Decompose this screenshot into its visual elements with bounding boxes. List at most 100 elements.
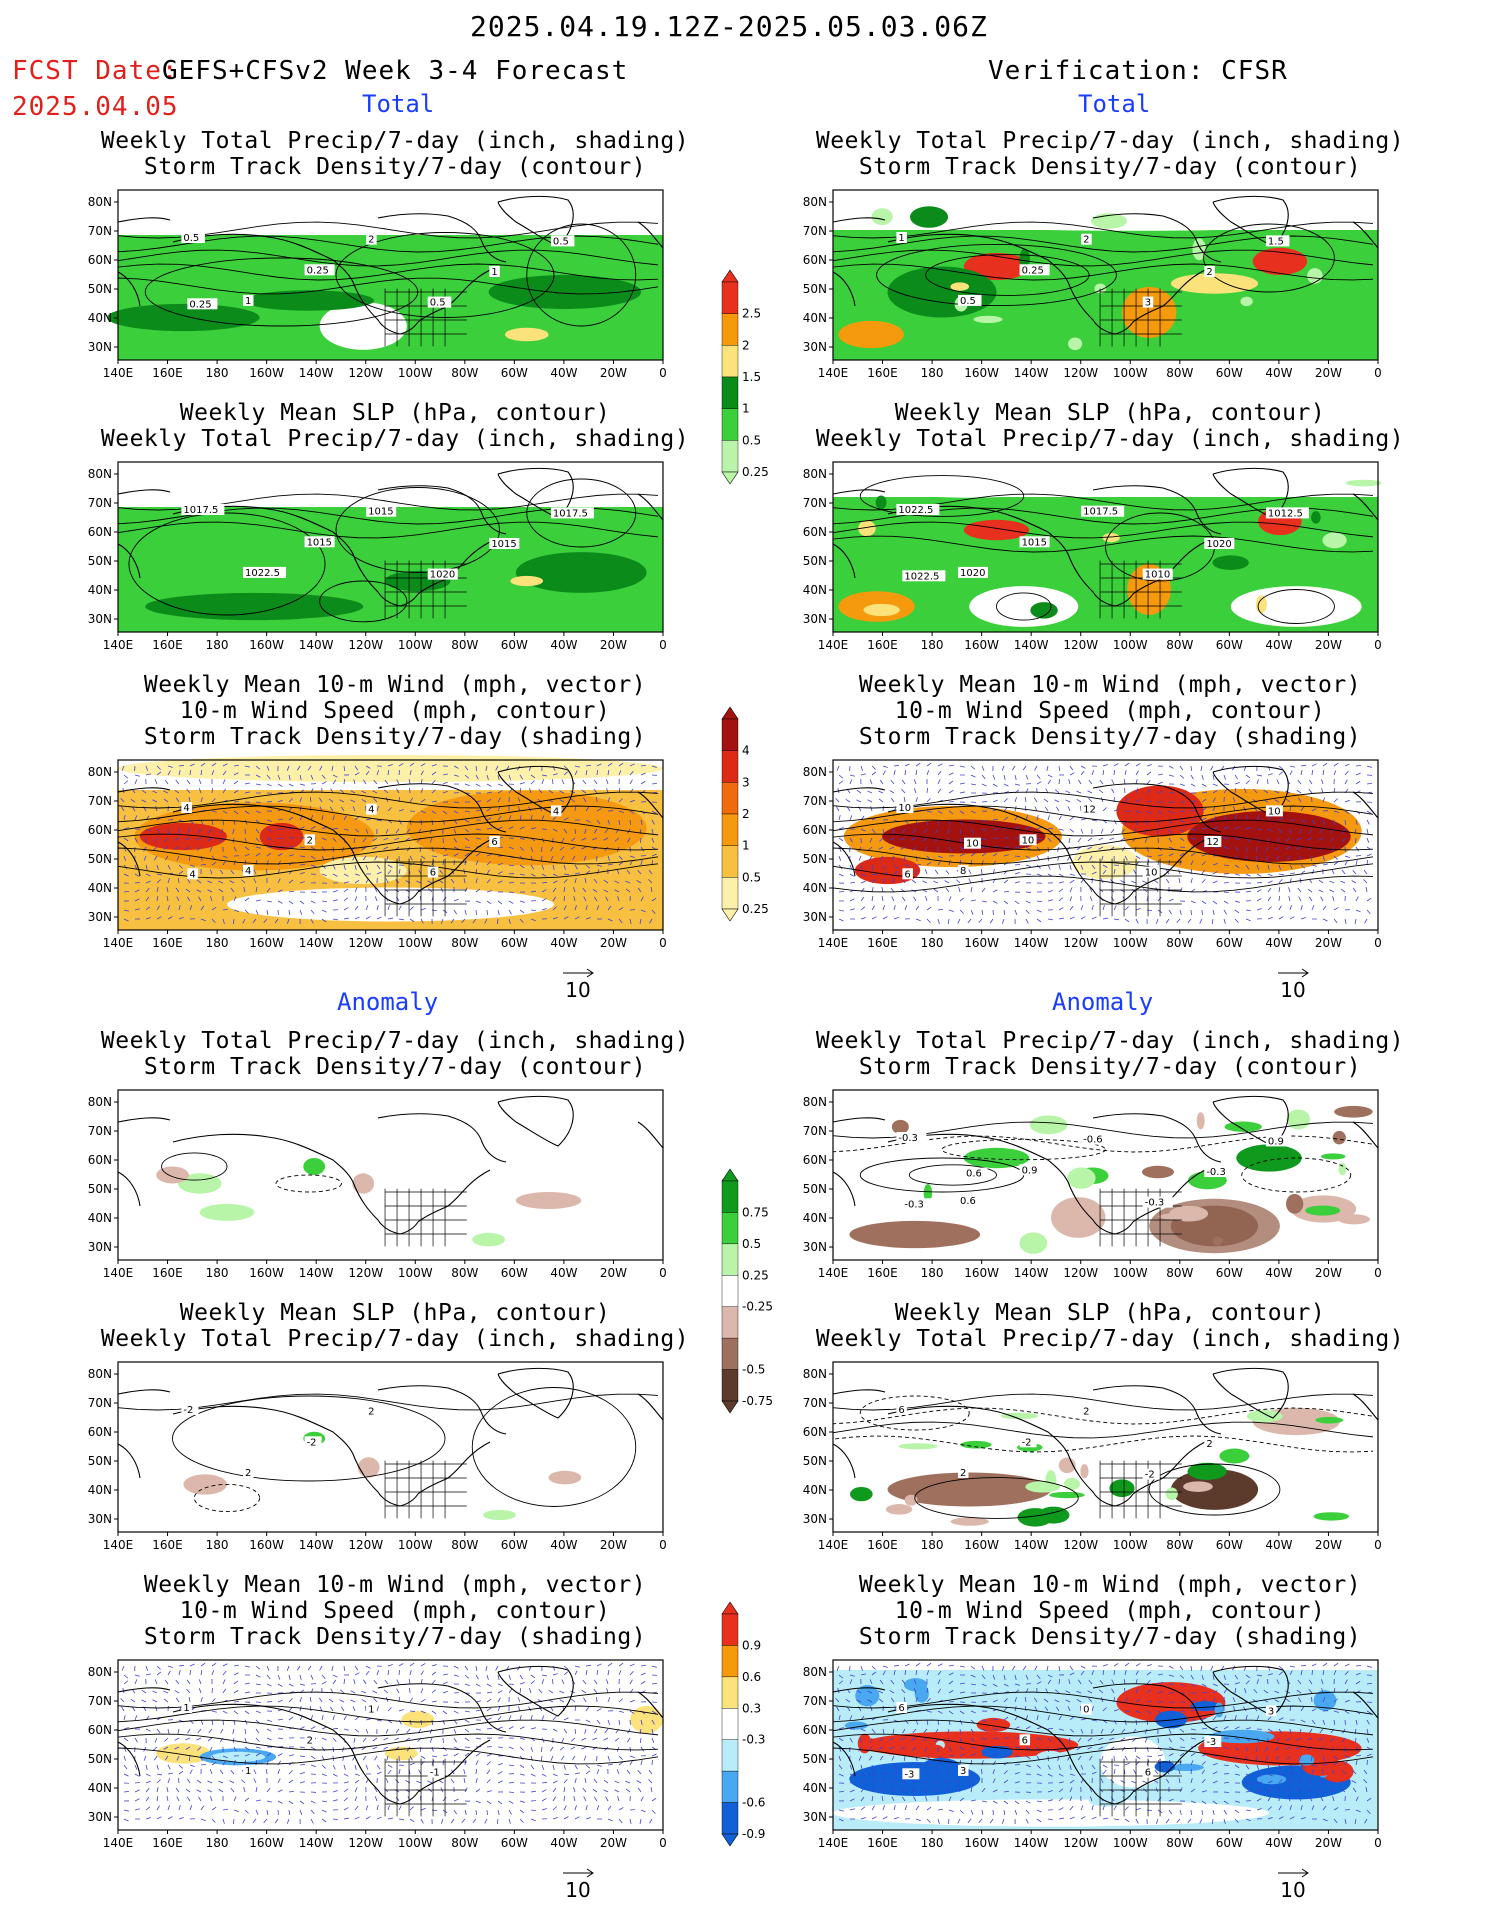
contour-label: 6	[1022, 1735, 1028, 1746]
shading-blob	[134, 802, 375, 871]
contour-label: 4	[368, 805, 374, 816]
lon-label: 20W	[1315, 1836, 1342, 1850]
shading-blob	[1334, 1105, 1373, 1118]
shading-blob	[972, 1792, 1004, 1800]
lat-label: 40N	[803, 583, 827, 597]
lon-label: 40W	[550, 936, 577, 950]
contour-label: 1	[245, 1766, 251, 1777]
shading-blob	[1088, 1794, 1125, 1807]
lon-label: 20W	[600, 638, 627, 652]
lon-label: 140E	[818, 1538, 849, 1552]
lat-label: 70N	[88, 1396, 112, 1410]
colorbar-label: 0.25	[742, 465, 769, 479]
shading-blob	[210, 1751, 266, 1762]
lon-label: 180	[921, 936, 944, 950]
lat-label: 50N	[803, 282, 827, 296]
lat-label: 60N	[88, 1425, 112, 1439]
contour-label: -0.3	[904, 1199, 924, 1210]
lon-label: 120W	[1063, 1538, 1098, 1552]
lon-label: 40W	[1265, 936, 1292, 950]
contour-label: 1	[368, 1705, 374, 1716]
lon-label: 80W	[1166, 638, 1193, 652]
colorbar-label: -0.5	[742, 1363, 765, 1377]
shading-blob	[1224, 1121, 1262, 1132]
lat-label: 50N	[803, 1752, 827, 1766]
contour-label: 2	[960, 1468, 966, 1479]
contour-label: -1	[430, 1768, 440, 1779]
lat-label: 70N	[803, 1124, 827, 1138]
shading-blob	[898, 1443, 938, 1450]
section-total-left: Total	[362, 90, 435, 118]
lat-label: 50N	[88, 1182, 112, 1196]
colorbar-segment	[721, 813, 739, 846]
shading-blob	[483, 1509, 516, 1521]
contour-label: 1	[183, 1703, 189, 1714]
colorbar-segment	[721, 1739, 739, 1772]
lat-label: 50N	[88, 1752, 112, 1766]
lon-label: 60W	[1216, 1266, 1243, 1280]
lon-label: 0	[659, 366, 667, 380]
lat-label: 60N	[803, 1723, 827, 1737]
vector-ref-arrowhead	[586, 1868, 594, 1878]
lon-label: 120W	[348, 936, 383, 950]
shading-blob	[1030, 602, 1058, 619]
state-borders	[1099, 858, 1182, 917]
lat-label: 60N	[803, 525, 827, 539]
lon-label: 160W	[249, 366, 284, 380]
lon-label: 140E	[818, 936, 849, 950]
lat-label: 70N	[803, 1694, 827, 1708]
colorbar-segment	[721, 1306, 739, 1339]
shading-blob	[910, 206, 949, 228]
map-frame	[117, 1089, 664, 1261]
shading-blob	[904, 1678, 928, 1692]
wind-vectors	[835, 1662, 1373, 1825]
colorbar-segment	[721, 281, 739, 314]
lon-label: 60W	[1216, 1538, 1243, 1552]
colorbar-segment	[721, 1180, 739, 1213]
colorbar-segment	[721, 1770, 739, 1803]
contour-label: 0	[1083, 1705, 1089, 1716]
contour-label: -0.6	[1083, 1135, 1103, 1146]
contour-label: -3	[1206, 1737, 1216, 1748]
vector-ref-label: 10	[565, 1878, 590, 1902]
shading-blob	[858, 520, 876, 537]
panel-obs-anom-wind: 6 3 6 0 6 -3 3 -3 80N 70N 60N 50N 40N 30N 140E 160E 180 1…	[803, 1659, 1382, 1850]
lon-label: 20W	[1315, 936, 1342, 950]
contour-label: 3	[1145, 298, 1151, 309]
contour-label: 0.25	[1022, 265, 1044, 276]
contour-label: 6	[491, 837, 497, 848]
shading-blob	[855, 1685, 880, 1707]
lon-label: 120W	[348, 1836, 383, 1850]
colorbar-segment	[721, 1275, 739, 1307]
lon-label: 40W	[550, 1266, 577, 1280]
map-frame	[832, 1089, 1379, 1261]
contour-label: 1017.5	[183, 505, 218, 516]
lon-label: 160E	[152, 366, 183, 380]
lon-label: 100W	[1113, 366, 1148, 380]
lat-label: 50N	[88, 554, 112, 568]
lat-label: 30N	[803, 910, 827, 924]
lon-label: 0	[659, 638, 667, 652]
coastline	[117, 1095, 664, 1235]
shading-blob	[1049, 1491, 1085, 1499]
section-total-right: Total	[1078, 90, 1151, 118]
lon-label: 160E	[152, 1538, 183, 1552]
shading-blob	[1170, 273, 1259, 294]
shading-blob	[1154, 1710, 1188, 1729]
lon-label: 60W	[1216, 1836, 1243, 1850]
lat-label: 60N	[88, 1723, 112, 1737]
lon-label: 180	[206, 1538, 229, 1552]
lon-label: 120W	[1063, 1836, 1098, 1850]
shading-blob	[259, 822, 304, 851]
lon-label: 100W	[1113, 1266, 1148, 1280]
shading-blob	[1219, 1448, 1250, 1464]
shading-blob	[156, 1166, 189, 1184]
shading-blob	[1256, 1774, 1287, 1785]
contour-label: 0.6	[966, 1169, 982, 1180]
shading-blob	[1187, 811, 1351, 862]
colorbar-storm-anom: 0.9 0.6 0.3 -0.3 -0.6 -0.9	[721, 1601, 765, 1847]
lat-label: 70N	[88, 1694, 112, 1708]
shading-blob	[891, 1119, 909, 1134]
shading-blob	[1337, 1214, 1371, 1225]
colorbar-label: 2	[742, 338, 750, 352]
